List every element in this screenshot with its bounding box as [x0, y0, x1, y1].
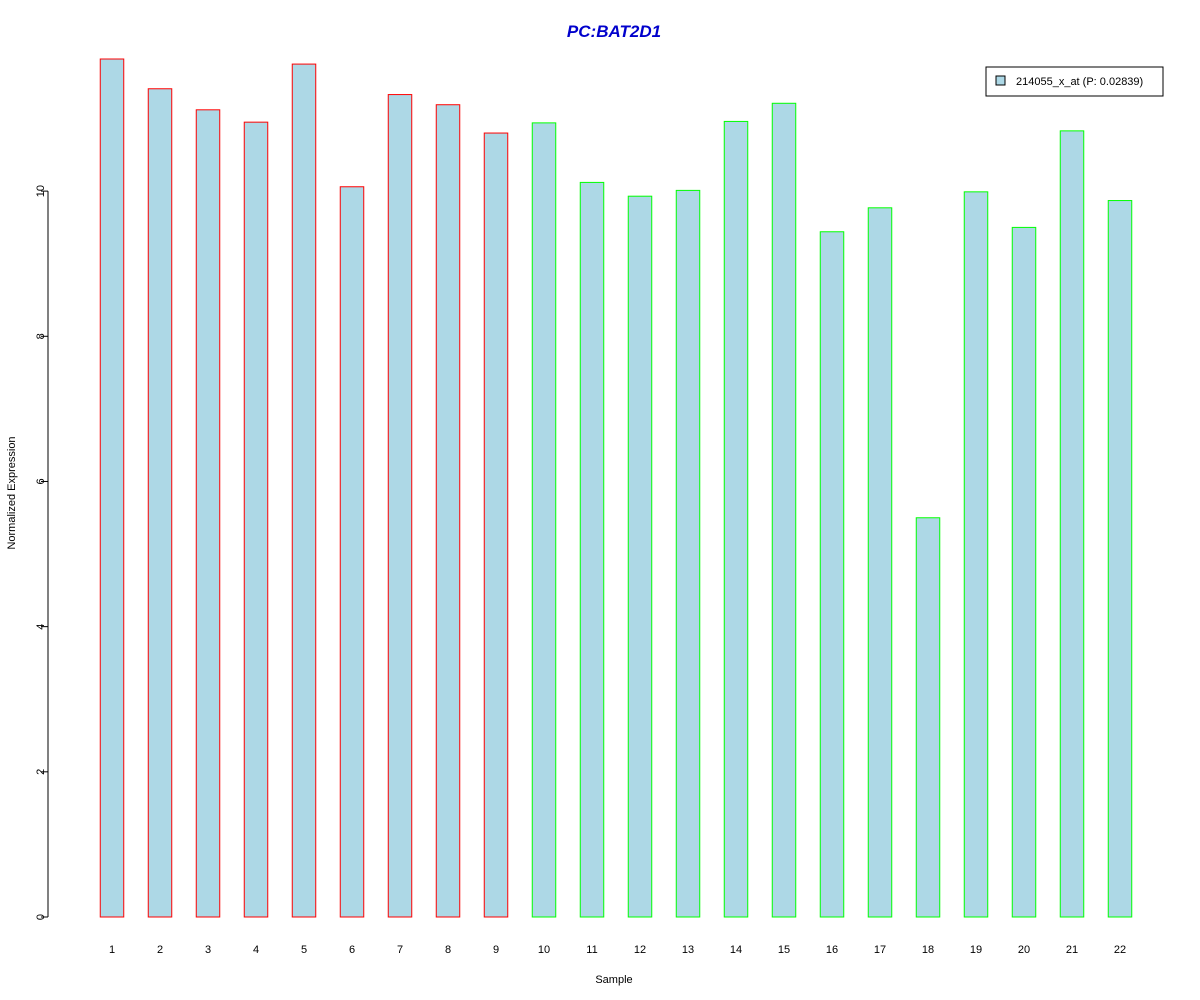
- chart-title: PC:BAT2D1: [567, 22, 661, 41]
- bars: [99, 58, 1133, 918]
- x-tick-label: 6: [349, 944, 355, 956]
- legend-swatch: [995, 75, 1006, 86]
- x-tick-label: 5: [301, 944, 307, 956]
- bar-sample-22: [1107, 200, 1133, 918]
- x-tick-label: 16: [826, 944, 838, 956]
- x-tick-label: 18: [922, 944, 934, 956]
- y-tick-label: 0: [35, 914, 47, 920]
- y-tick-label: 8: [35, 333, 47, 339]
- x-tick-label: 13: [682, 944, 694, 956]
- bar-sample-13: [675, 189, 701, 918]
- bar-sample-3: [195, 109, 221, 918]
- bar-sample-20: [1011, 226, 1037, 918]
- x-axis-label: Sample: [595, 974, 632, 986]
- bar-sample-17: [867, 207, 893, 918]
- bar-sample-7: [387, 94, 413, 918]
- bar-sample-10: [531, 122, 557, 918]
- y-axis-label: Normalized Expression: [6, 436, 18, 549]
- legend-label: 214055_x_at (P: 0.02839): [1016, 76, 1143, 88]
- x-tick-label: 2: [157, 944, 163, 956]
- bar-sample-11: [579, 181, 605, 918]
- bar-sample-16: [819, 231, 845, 918]
- x-tick-label: 1: [109, 944, 115, 956]
- bar-sample-2: [147, 88, 173, 918]
- y-tick-label: 4: [35, 624, 47, 630]
- x-tick-label: 3: [205, 944, 211, 956]
- legend-box: [985, 66, 1164, 97]
- x-axis: 1 2 3 4 5 6 7 8 9 10 11 12 13 14 15 16 17 18 19 20 21 22: [109, 944, 1126, 956]
- x-tick-label: 15: [778, 944, 790, 956]
- bar-sample-9: [483, 132, 509, 918]
- bar-sample-12: [627, 195, 653, 918]
- y-tick-label: 2: [35, 769, 47, 775]
- x-tick-label: 19: [970, 944, 982, 956]
- x-tick-label: 4: [253, 944, 259, 956]
- x-tick-label: 11: [586, 944, 597, 956]
- y-axis: 0 2 4 6 8 10: [35, 185, 49, 920]
- bar-sample-21: [1059, 130, 1085, 918]
- x-tick-label: 17: [874, 944, 886, 956]
- bar-sample-18: [915, 517, 941, 918]
- x-tick-label: 7: [397, 944, 403, 956]
- x-tick-label: 21: [1066, 944, 1078, 956]
- bar-sample-15: [771, 102, 797, 918]
- x-tick-label: 22: [1114, 944, 1126, 956]
- y-tick-label: 6: [35, 478, 47, 484]
- bar-sample-6: [339, 186, 365, 918]
- x-tick-label: 20: [1018, 944, 1030, 956]
- bar-sample-19: [963, 191, 989, 918]
- bar-sample-14: [723, 120, 749, 918]
- x-tick-label: 9: [493, 944, 499, 956]
- legend: 214055_x_at (P: 0.02839): [985, 66, 1164, 97]
- x-tick-label: 12: [634, 944, 646, 956]
- x-tick-label: 8: [445, 944, 451, 956]
- bar-sample-4: [243, 121, 269, 918]
- x-tick-label: 10: [538, 944, 550, 956]
- y-tick-label: 10: [35, 185, 47, 197]
- bar-sample-5: [291, 63, 317, 918]
- bar-sample-8: [435, 104, 461, 918]
- x-tick-label: 14: [730, 944, 742, 956]
- bar-sample-1: [99, 58, 125, 918]
